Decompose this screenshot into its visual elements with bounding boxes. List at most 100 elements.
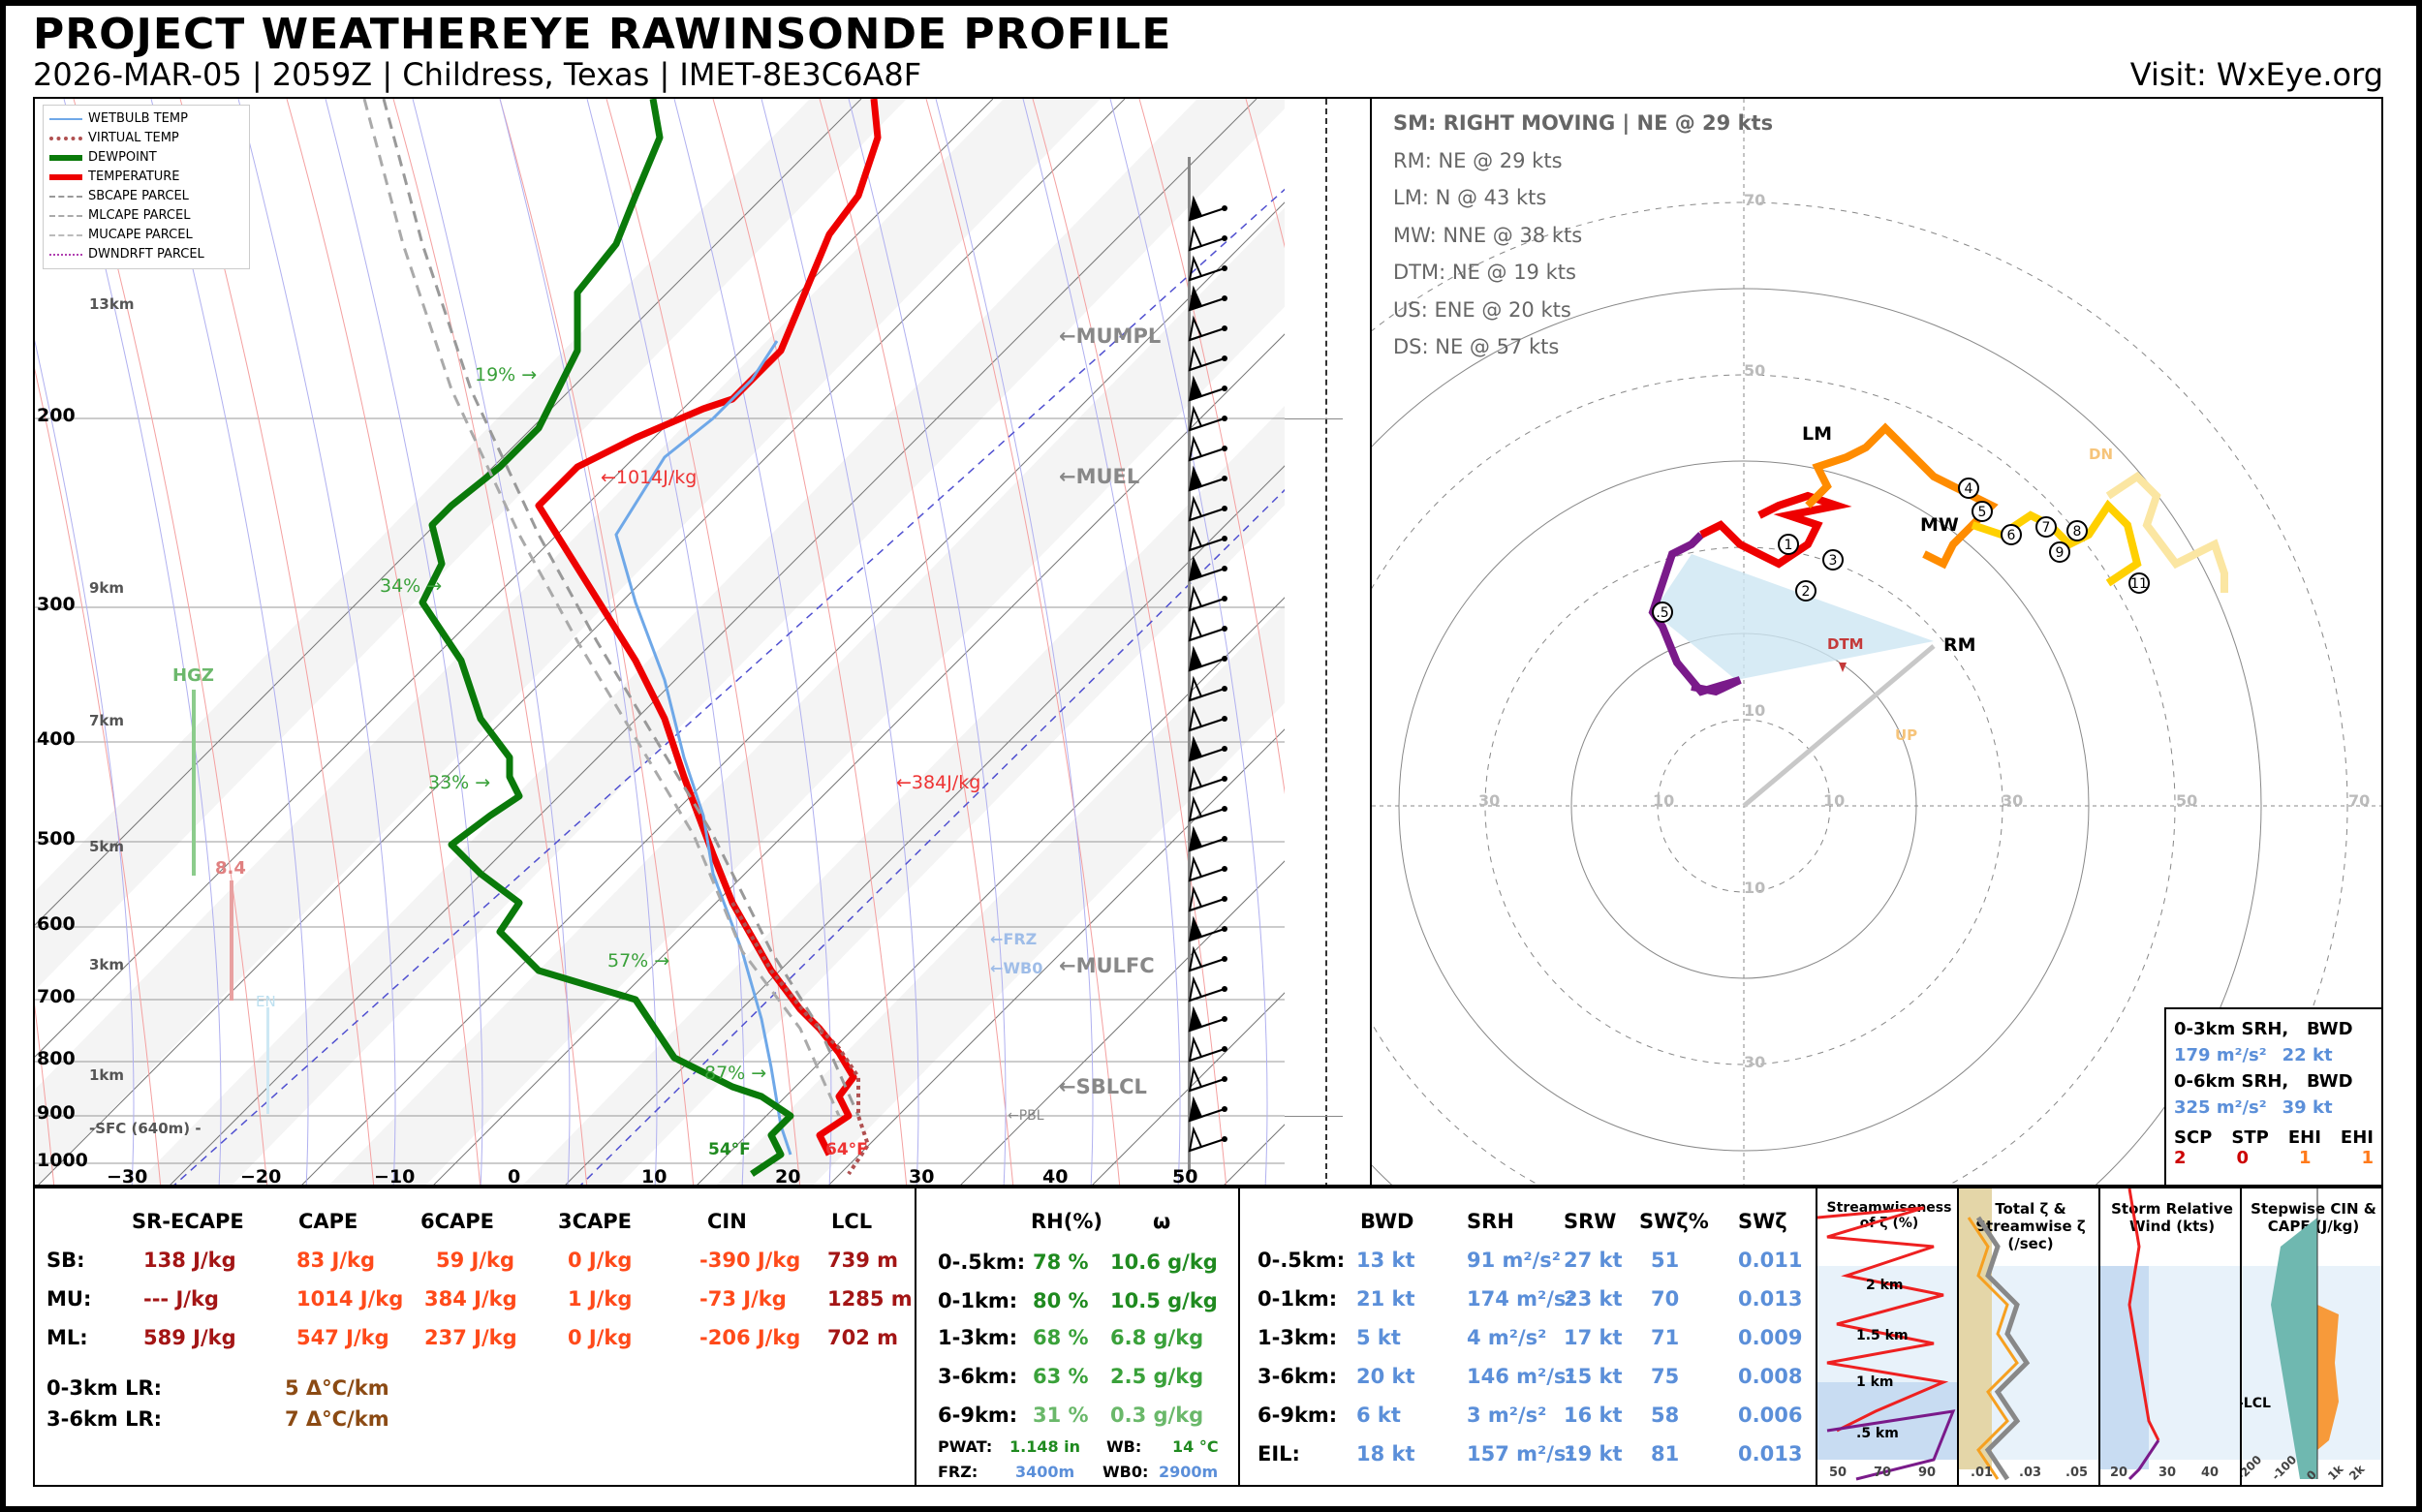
hodo-ring-label: 10: [1823, 791, 1845, 810]
pbl-annotation: ←PBL: [1008, 1108, 1044, 1124]
isotherm: [697, 597, 1285, 1185]
hodo-ring-label: 50: [1744, 361, 1765, 380]
cape-cell: 0 J/kg: [568, 1326, 633, 1349]
legend-swatch: [49, 254, 82, 256]
param-ehi1: EHI: [2287, 1127, 2321, 1148]
shear-cell: 91 m²/s²: [1467, 1249, 1561, 1272]
pressure-tick: 400: [37, 728, 76, 750]
rh-cell: 68 %: [1033, 1326, 1089, 1349]
freezing-isotherm: [173, 188, 1285, 1185]
storm-motion-item: DTM: NE @ 19 kts: [1393, 261, 1576, 284]
param-ehi1-val: 1: [2298, 1148, 2312, 1168]
hgz-label: HGZ: [172, 665, 214, 686]
srh-header-03: 0-3km SRH, BWD: [2174, 1019, 2353, 1039]
hodo-marker: .5: [1652, 602, 1673, 623]
streamwise-chart: [1817, 1206, 1956, 1481]
axis-tick: 30: [2158, 1466, 2177, 1480]
wind-barb: [1188, 495, 1227, 522]
isotherm: [1092, 992, 1285, 1185]
wb0-name: WB0:: [1102, 1463, 1149, 1481]
dn-label: DN: [2089, 446, 2113, 463]
cape-cell: 1014 J/kg: [296, 1287, 404, 1311]
panel-title: Streamwiseness of ζ (%): [1826, 1200, 1952, 1231]
visit-link[interactable]: Visit: WxEye.org: [2129, 56, 2383, 93]
hodo-marker: 3: [1822, 549, 1844, 571]
hodo-trace-0-1km: [1648, 532, 1742, 696]
mw-label: MW: [1920, 514, 1959, 536]
hodo-ring-label: 30: [1744, 1053, 1765, 1071]
legend-label: TEMPERATURE: [88, 170, 180, 184]
mulfc-annotation: ←MULFC: [1059, 954, 1155, 977]
wind-barb: [1188, 555, 1227, 582]
isotherm: [170, 99, 1258, 1185]
strip-dashed-line: [1325, 99, 1327, 1185]
storm-motion-item: US: ENE @ 20 kts: [1393, 297, 1571, 322]
shear-cell: 0.013: [1738, 1442, 1803, 1466]
wind-barb: [1188, 1035, 1227, 1063]
rh-row-name: 0-1km:: [938, 1289, 1018, 1312]
en-bar: [266, 1007, 269, 1114]
rh-col: ω: [1153, 1210, 1171, 1233]
temperature-tick: −30: [107, 1166, 148, 1188]
srh-03: 179 m²/s²: [2174, 1045, 2267, 1065]
sr-wind-red-line: [2127, 1188, 2160, 1441]
lapse-rate-value: 5 Δ°C/km: [285, 1376, 389, 1400]
cape-row-name: MU:: [47, 1287, 92, 1311]
page-title: PROJECT WEATHEREYE RAWINSONDE PROFILE: [33, 10, 1172, 59]
svg-text:.5: .5: [1656, 605, 1668, 621]
shear-row-name: 3-6km:: [1258, 1365, 1338, 1388]
side-strip: [1285, 97, 1372, 1187]
virtual-temp-line: [730, 902, 871, 1176]
lapse-rate-name: 3-6km LR:: [47, 1407, 163, 1431]
mucape-parcel-line: [362, 99, 841, 1117]
legend-swatch: [49, 118, 82, 120]
moist-adiabat: [237, 99, 396, 1185]
height-label: 9km: [89, 579, 125, 597]
temp-band: [35, 99, 907, 991]
frz-annotation: ←FRZ: [990, 930, 1038, 948]
cape-col: CAPE: [298, 1210, 358, 1233]
shear-cell: 17 kt: [1564, 1326, 1623, 1349]
cape-cell: --- J/kg: [143, 1287, 219, 1311]
height-label: 7km: [89, 712, 125, 729]
wind-barb: [1188, 435, 1227, 462]
svg-text:6: 6: [2007, 528, 2016, 543]
wind-barb: [1188, 255, 1227, 282]
dry-adiabat: [1138, 99, 1285, 795]
shear-cell: 157 m²/s²: [1467, 1442, 1575, 1466]
temperature-line: [535, 99, 882, 1157]
shear-cell: 5 kt: [1356, 1326, 1401, 1349]
dtm-marker: [1839, 663, 1847, 672]
sblcl-annotation: ←SBLCL: [1059, 1075, 1147, 1098]
moist-adiabat: [325, 99, 483, 1185]
lapse-rate-value: 7 Δ°C/km: [285, 1407, 389, 1431]
sr-wind-purple-line: [2127, 1439, 2160, 1481]
pressure-tick: 300: [37, 594, 76, 615]
isotherm: [565, 465, 1285, 1185]
rh-annotation: 33% →: [428, 772, 491, 793]
shear-col: BWD: [1360, 1210, 1414, 1233]
cape-table: SR-ECAPE CAPE 6CAPE 3CAPE CIN LCL SB: 13…: [33, 1187, 916, 1487]
svg-text:7: 7: [2042, 520, 2051, 536]
w-cell: 10.6 g/kg: [1110, 1250, 1218, 1274]
mumpl-annotation: ←MUMPL: [1059, 324, 1162, 348]
cape-cell: 1285 m: [827, 1287, 913, 1311]
w-cell: 2.5 g/kg: [1110, 1365, 1204, 1388]
legend-swatch: [49, 215, 82, 217]
wind-barb: [1188, 1065, 1227, 1093]
wind-barb: [1188, 585, 1227, 612]
storm-motion-item: DS: NE @ 57 kts: [1393, 335, 1560, 358]
legend-swatch: [49, 196, 82, 198]
axis-tick: .01: [1971, 1466, 1994, 1480]
hodo-ring-label: 30: [2002, 791, 2023, 810]
strip-tick: [1285, 1116, 1343, 1117]
cape-cell: 739 m: [827, 1249, 899, 1272]
cape-cell: 1 J/kg: [568, 1287, 633, 1311]
hodo-ring-label: 30: [1478, 791, 1500, 810]
cape-cell: 702 m: [827, 1326, 899, 1349]
moist-adiabat: [499, 99, 658, 1185]
hodo-ring: [1372, 201, 2348, 1185]
hodo-marker: 1: [1778, 534, 1799, 555]
cape-cell: -206 J/kg: [699, 1326, 801, 1349]
isotherm: [960, 860, 1285, 1185]
